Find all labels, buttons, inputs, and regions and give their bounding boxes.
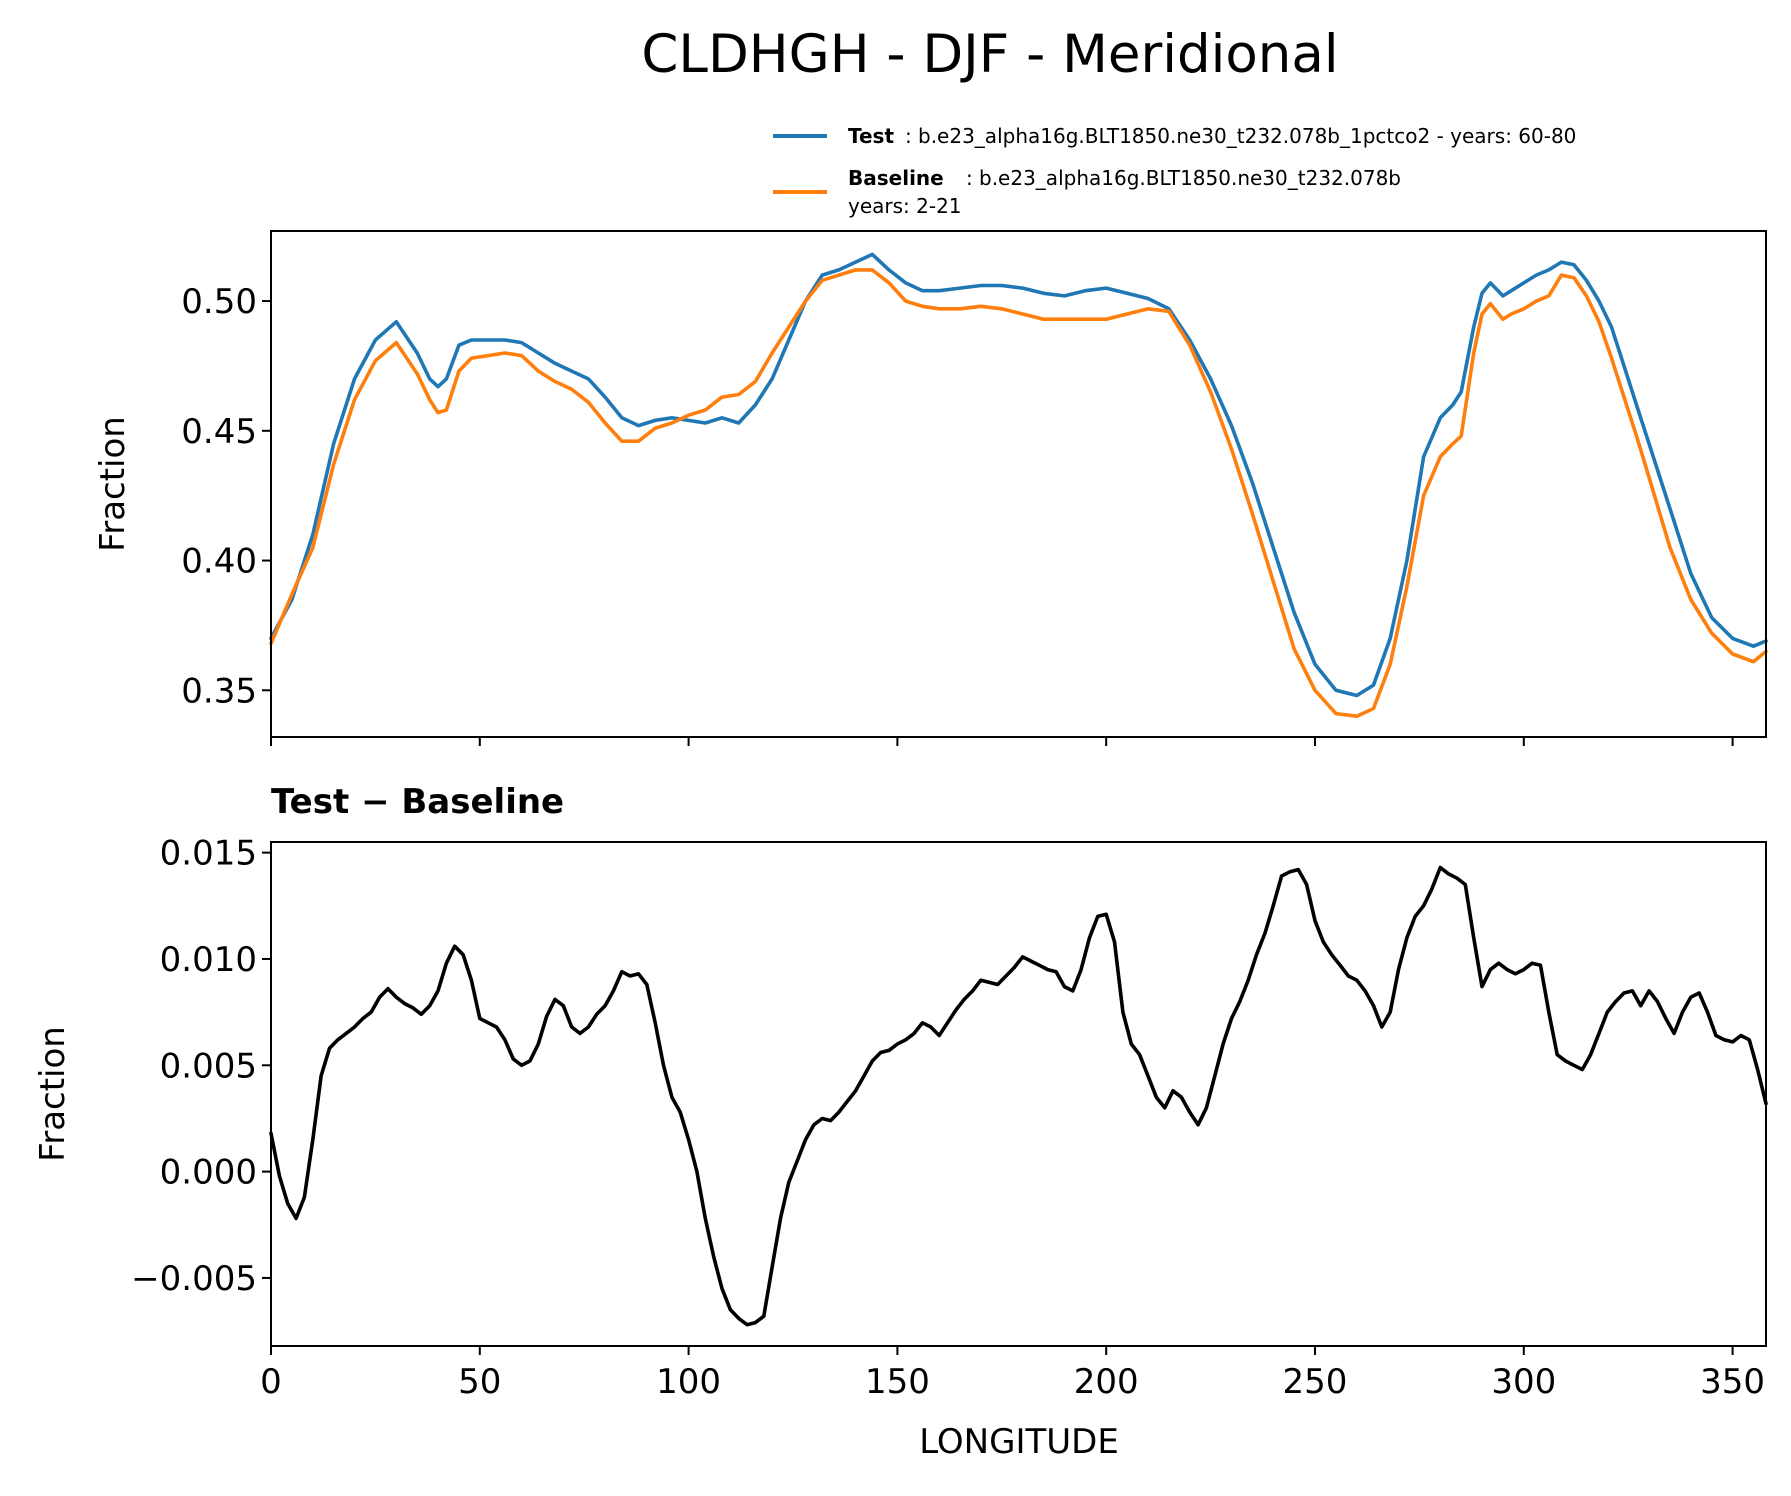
bottom-y-tick-label: −0.005 [131,1259,257,1299]
bottom-y-tick-label: 0.010 [160,940,257,980]
bottom-plot-frame [270,841,1767,1347]
bottom-x-tick-label: 150 [865,1362,930,1402]
bottom-x-tick-label: 50 [458,1362,501,1402]
bottom-x-tick-label: 250 [1283,1362,1348,1402]
bottom-x-ticks: 0 50 100 150 200 250 300 350 [260,1346,1765,1402]
legend-desc-baseline: b.e23_alpha16g.BLT1850.ne30_t232.078b [979,166,1401,190]
figure-title: CLDHGH - DJF - Meridional [641,24,1338,85]
bottom-panel: Test − Baseline −0.005 0.000 0.005 0.010 0.0… [33,782,1768,1462]
bottom-x-tick-label: 200 [1074,1362,1139,1402]
bottom-panel-title: Test − Baseline [271,782,564,822]
top-y-tick-label: 0.35 [181,671,257,711]
bottom-y-axis-label: Fraction [33,1026,73,1162]
legend-label-test: Test [848,124,894,148]
bottom-series-line-0 [269,865,1768,1327]
top-x-ticks [270,737,1734,746]
bottom-y-tick-label: 0.000 [160,1153,257,1193]
top-y-axis-label: Fraction [93,416,133,552]
bottom-y-ticks: −0.005 0.000 0.005 0.010 0.015 [131,834,271,1299]
legend-desc-test: b.e23_alpha16g.BLT1850.ne30_t232.078b_1p… [918,124,1576,148]
legend-desc-baseline-years: years: 2-21 [848,194,962,218]
legend: Test : b.e23_alpha16g.BLT1850.ne30_t232.… [773,124,1576,218]
top-plot-frame [270,230,1767,738]
bottom-x-tick-label: 350 [1700,1362,1765,1402]
bottom-x-tick-label: 100 [656,1362,721,1402]
top-panel: 0.35 0.40 0.45 0.50 Fraction [93,230,1768,746]
bottom-x-tick-label: 300 [1491,1362,1556,1402]
top-y-tick-label: 0.50 [181,282,257,322]
legend-label-baseline: Baseline [848,166,944,190]
top-y-ticks: 0.35 0.40 0.45 0.50 [181,282,271,711]
bottom-series-group [269,865,1768,1327]
bottom-x-axis-label: LONGITUDE [919,1422,1119,1462]
top-series-line-1 [269,268,1768,719]
top-series-line-0 [269,252,1768,698]
top-y-tick-label: 0.45 [181,412,257,452]
legend-sep-baseline: : [966,166,973,190]
top-y-tick-label: 0.40 [181,542,257,582]
bottom-x-tick-label: 0 [260,1362,282,1402]
bottom-y-tick-label: 0.005 [160,1046,257,1086]
bottom-y-tick-label: 0.015 [160,834,257,874]
legend-sep-test: : [905,124,912,148]
top-series-group [269,252,1768,719]
